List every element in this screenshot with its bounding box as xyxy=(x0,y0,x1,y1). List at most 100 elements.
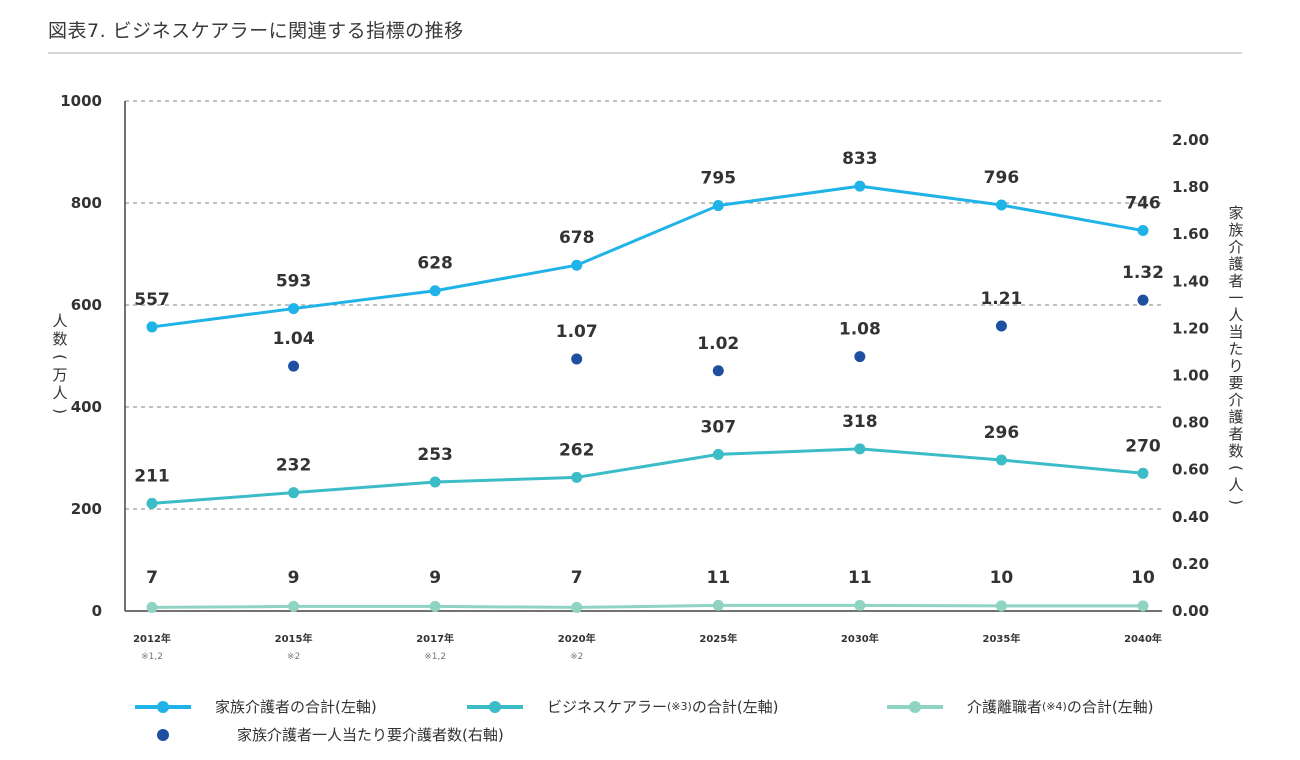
line-chart: 0 200 400 600 800 1000 0.00 0.20 0.40 0.60 0.80 1.… xyxy=(51,92,1245,662)
data-point xyxy=(288,487,300,499)
right-tick-label: 1.40 xyxy=(1172,272,1209,290)
data-point xyxy=(429,285,441,297)
legend-note-leavers: (※4) xyxy=(1042,700,1067,713)
axis-title-char: ( xyxy=(51,354,69,360)
series-3: 1.04 1.07 1.02 1.08 1.21 1.32 xyxy=(273,263,1164,377)
right-tick-label: 0.80 xyxy=(1172,414,1209,432)
legend-item-bizcarer: ビジネスケアラー (※3) の合計(左軸) xyxy=(467,696,779,717)
data-label: 232 xyxy=(276,456,312,476)
x-tick-label: 2012年 xyxy=(133,632,171,645)
data-point xyxy=(712,599,724,611)
series-layer: 557 593 628 678 795 833 796 746 211 232 253 262 307 3… xyxy=(134,149,1164,613)
axis-title-char: 介 xyxy=(1228,238,1243,256)
data-point xyxy=(854,351,866,363)
data-label: 1.21 xyxy=(980,289,1022,309)
right-tick-label: 0.20 xyxy=(1172,555,1209,573)
legend-label-ratio: 家族介護者一人当たり要介護者数(右軸) xyxy=(237,726,504,744)
data-point xyxy=(1137,467,1149,479)
series-line xyxy=(151,603,1143,609)
axis-title-char: ) xyxy=(1227,499,1245,505)
data-label: 1.07 xyxy=(556,322,598,342)
x-tick-note: ※2 xyxy=(570,652,583,662)
data-point xyxy=(712,448,724,460)
data-point xyxy=(712,200,724,212)
data-label: 7 xyxy=(146,568,158,588)
left-axis-title: 人数(万人) xyxy=(51,312,69,414)
data-label: 678 xyxy=(559,228,595,248)
data-label: 7 xyxy=(571,568,583,588)
data-point xyxy=(1137,294,1149,306)
axis-title-char: り xyxy=(1228,357,1243,375)
data-label: 318 xyxy=(842,412,878,432)
series-2: 7 9 9 7 11 11 10 10 xyxy=(146,568,1155,613)
right-axis-ticks: 0.00 0.20 0.40 0.60 0.80 1.00 1.20 1.40 1.60 1.80… xyxy=(1172,131,1209,620)
x-tick-label: 2020年 xyxy=(558,632,596,645)
data-label: 270 xyxy=(1125,436,1161,456)
left-tick-label: 400 xyxy=(71,398,102,416)
axis-title-char: 数 xyxy=(1228,442,1243,460)
axis-title-char: 護 xyxy=(1228,255,1243,273)
data-point xyxy=(288,303,300,315)
data-point xyxy=(854,599,866,611)
data-label: 593 xyxy=(276,272,312,292)
title-divider xyxy=(48,52,1242,54)
left-tick-label: 1000 xyxy=(60,92,102,110)
right-tick-label: 1.00 xyxy=(1172,367,1209,385)
data-label: 307 xyxy=(701,417,737,437)
left-tick-label: 0 xyxy=(92,602,102,620)
right-tick-label: 0.60 xyxy=(1172,461,1209,479)
legend-label-bizcarer: ビジネスケアラー xyxy=(547,698,668,716)
axis-title-char: 人 xyxy=(52,312,67,330)
axis-title-char: 数 xyxy=(52,330,67,348)
data-point xyxy=(429,600,441,612)
data-point xyxy=(288,600,300,612)
axis-title-char: 人 xyxy=(1228,476,1243,494)
legend-label-leavers-suffix: の合計(左軸) xyxy=(1066,698,1154,716)
data-label: 1.32 xyxy=(1122,263,1164,283)
right-tick-label: 1.80 xyxy=(1172,178,1209,196)
data-point xyxy=(995,600,1007,612)
data-label: 796 xyxy=(984,168,1020,188)
data-point xyxy=(854,443,866,455)
data-point xyxy=(571,353,583,365)
data-point xyxy=(146,601,158,613)
data-label: 1.08 xyxy=(839,320,881,340)
legend-swatch-ratio xyxy=(157,728,169,741)
axis-title-char: 家 xyxy=(1228,204,1243,222)
data-point xyxy=(571,259,583,271)
data-label: 1.04 xyxy=(273,329,315,349)
axis-title-char: 要 xyxy=(1228,374,1243,392)
data-point xyxy=(288,360,300,372)
axis-title-char: た xyxy=(1228,340,1243,358)
data-point xyxy=(995,454,1007,466)
x-tick-note: ※1,2 xyxy=(141,652,163,662)
data-label: 9 xyxy=(429,568,441,588)
data-label: 253 xyxy=(417,445,453,465)
data-point xyxy=(995,199,1007,211)
x-tick-label: 2040年 xyxy=(1124,632,1162,645)
right-tick-label: 1.60 xyxy=(1172,225,1209,243)
data-point xyxy=(146,321,158,333)
axis-title-char: 族 xyxy=(1228,221,1243,239)
legend: 家族介護者の合計(左軸) ビジネスケアラー (※3) の合計(左軸) 介護離職者 (※… xyxy=(135,692,1255,752)
legend-swatch-bizcarer xyxy=(467,700,523,713)
data-point xyxy=(571,471,583,483)
data-label: 262 xyxy=(559,440,595,460)
legend-swatch-leavers xyxy=(887,700,943,713)
legend-item-ratio: 家族介護者一人当たり要介護者数(右軸) xyxy=(135,724,504,745)
data-label: 795 xyxy=(701,169,737,189)
left-axis-ticks: 0 200 400 600 800 1000 xyxy=(60,92,102,620)
axis-title-char: 介 xyxy=(1228,391,1243,409)
legend-note-bizcarer: (※3) xyxy=(667,700,692,713)
axis-title-char: 護 xyxy=(1228,408,1243,426)
axis-title-char: 万 xyxy=(52,366,67,384)
left-tick-label: 800 xyxy=(71,194,102,212)
x-tick-label: 2025年 xyxy=(699,632,737,645)
data-label: 1.02 xyxy=(697,334,739,354)
data-point xyxy=(1137,600,1149,612)
x-axis-ticks: 2012年 ※1,2 2015年 ※2 2017年 ※1,2 2020年 ※2 2025年 203… xyxy=(133,632,1162,662)
chart-title: 図表7. ビジネスケアラーに関連する指標の推移 xyxy=(48,20,464,42)
data-point xyxy=(712,365,724,377)
right-tick-label: 1.20 xyxy=(1172,319,1209,337)
series-0: 557 593 628 678 795 833 796 746 xyxy=(134,149,1161,333)
